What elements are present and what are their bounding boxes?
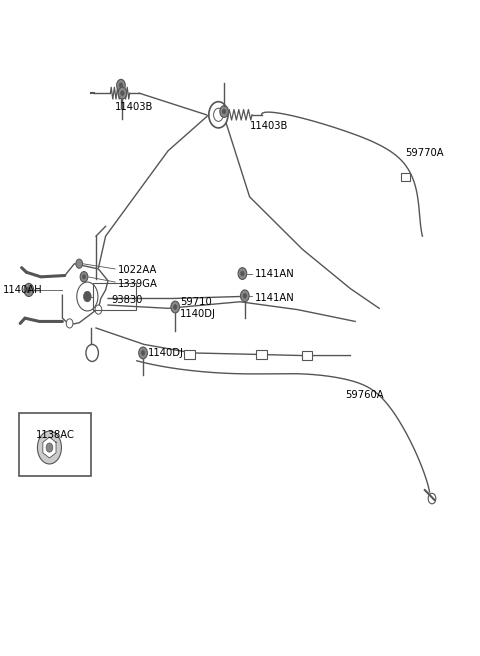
Text: 93830: 93830 xyxy=(112,295,143,305)
Circle shape xyxy=(46,443,53,452)
Circle shape xyxy=(139,347,147,359)
Circle shape xyxy=(118,87,127,99)
Circle shape xyxy=(76,259,83,268)
Circle shape xyxy=(238,268,247,279)
Circle shape xyxy=(240,271,244,276)
Text: 1339GA: 1339GA xyxy=(118,279,157,289)
Text: 11403B: 11403B xyxy=(250,121,288,131)
Text: 1140AH: 1140AH xyxy=(2,285,42,295)
Circle shape xyxy=(37,431,61,464)
Bar xyxy=(256,350,267,358)
Text: 11403B: 11403B xyxy=(115,102,154,112)
Text: 1140DJ: 1140DJ xyxy=(148,348,184,358)
Circle shape xyxy=(243,293,247,298)
Circle shape xyxy=(240,290,249,302)
Circle shape xyxy=(171,301,180,313)
Bar xyxy=(184,350,195,358)
Text: 1141AN: 1141AN xyxy=(254,268,294,279)
Text: 1141AN: 1141AN xyxy=(254,293,294,304)
Circle shape xyxy=(141,350,145,356)
Circle shape xyxy=(119,83,123,88)
Circle shape xyxy=(84,291,91,302)
Text: 59760A: 59760A xyxy=(346,390,384,400)
Circle shape xyxy=(95,305,102,314)
Text: 59770A: 59770A xyxy=(406,148,444,157)
Circle shape xyxy=(209,102,228,128)
Circle shape xyxy=(27,287,31,293)
Bar xyxy=(302,351,312,359)
Circle shape xyxy=(80,272,88,282)
Polygon shape xyxy=(43,437,56,458)
Polygon shape xyxy=(62,264,108,325)
Circle shape xyxy=(24,283,34,297)
Circle shape xyxy=(83,275,85,279)
Bar xyxy=(93,283,136,310)
Bar xyxy=(19,413,91,476)
Text: 1138AC: 1138AC xyxy=(36,430,74,440)
Bar xyxy=(401,173,410,181)
Circle shape xyxy=(173,304,177,310)
Circle shape xyxy=(220,106,228,117)
Circle shape xyxy=(120,91,124,96)
Text: 59710: 59710 xyxy=(180,297,212,307)
Text: 1022AA: 1022AA xyxy=(118,265,157,276)
Text: 1140DJ: 1140DJ xyxy=(180,308,216,319)
Circle shape xyxy=(66,319,73,328)
Circle shape xyxy=(222,109,226,114)
Circle shape xyxy=(117,79,125,91)
